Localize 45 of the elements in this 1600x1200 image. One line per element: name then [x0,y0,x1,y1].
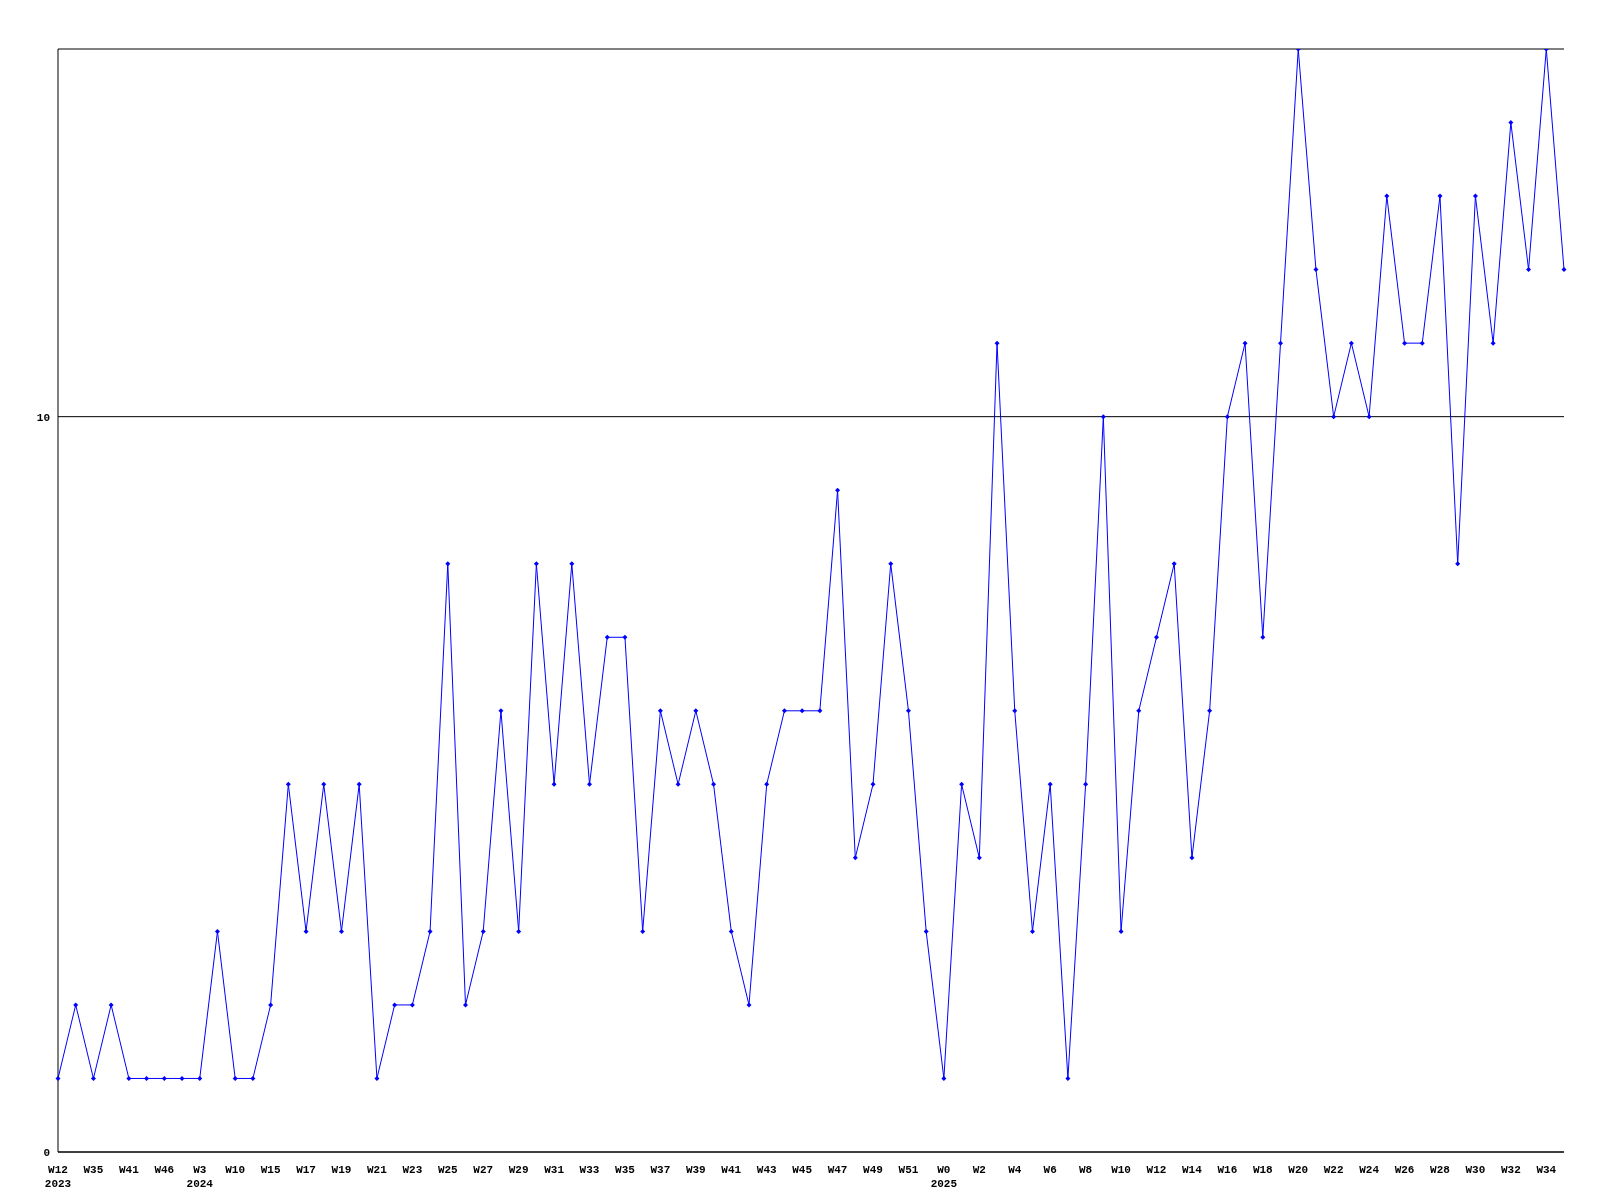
x-tick-label: W26 [1394,1164,1415,1176]
x-tick-label: W14 [1182,1164,1203,1176]
x-tick-label: W28 [1430,1164,1451,1176]
x-tick-label: W10 [225,1164,246,1176]
x-tick-label: W31 [544,1164,565,1176]
x-tick-label: W2 [972,1164,986,1176]
y-tick-label: 0 [43,1146,50,1159]
x-tick-label: W24 [1359,1164,1380,1176]
x-tick-label: W17 [296,1164,316,1176]
x-tick-label: W10 [1111,1164,1131,1176]
x-tick-label: W4 [1008,1164,1022,1176]
x-tick-label: W41 [721,1164,742,1176]
x-tick-label: W0 2025 [930,1164,958,1190]
x-tick-label: W25 [437,1164,459,1176]
x-tick-label: W8 [1079,1164,1093,1176]
x-tick-label: W45 [792,1164,813,1176]
x-tick-label: W51 [898,1164,919,1176]
x-tick-label: W27 [473,1164,494,1176]
x-tick-label: W34 [1536,1164,1557,1176]
x-tick-label: W23 [402,1164,423,1176]
x-tick-label: W19 [331,1164,352,1176]
x-tick-label: W32 [1500,1164,1521,1176]
x-tick-label: W41 [118,1164,140,1176]
x-tick-label: W6 [1043,1164,1057,1176]
x-tick-label: W12 2023 [44,1164,72,1190]
x-tick-label: W18 [1252,1164,1274,1176]
x-tick-label: W21 [367,1164,388,1176]
x-tick-label: W35 [615,1164,636,1176]
x-tick-label: W43 [756,1164,777,1176]
x-tick-label: W3 2024 [186,1164,214,1190]
x-tick-label: W49 [863,1164,883,1176]
x-tick-label: W22 [1323,1164,1344,1176]
x-tick-label: W16 [1217,1164,1238,1176]
y-tick-label: 10 [36,411,50,424]
x-tick-label: W12 [1146,1164,1167,1176]
x-tick-label: W33 [579,1164,600,1176]
x-tick-label: W39 [685,1164,706,1176]
x-tick-label: W46 [154,1164,175,1176]
x-tick-label: W35 [83,1164,104,1176]
x-tick-label: W47 [827,1164,848,1176]
x-tick-label: W20 [1288,1164,1309,1176]
x-tick-label: W30 [1465,1164,1486,1176]
x-tick-label: W29 [508,1164,529,1176]
x-tick-label: W15 [260,1164,281,1176]
x-tick-label: W37 [650,1164,671,1176]
